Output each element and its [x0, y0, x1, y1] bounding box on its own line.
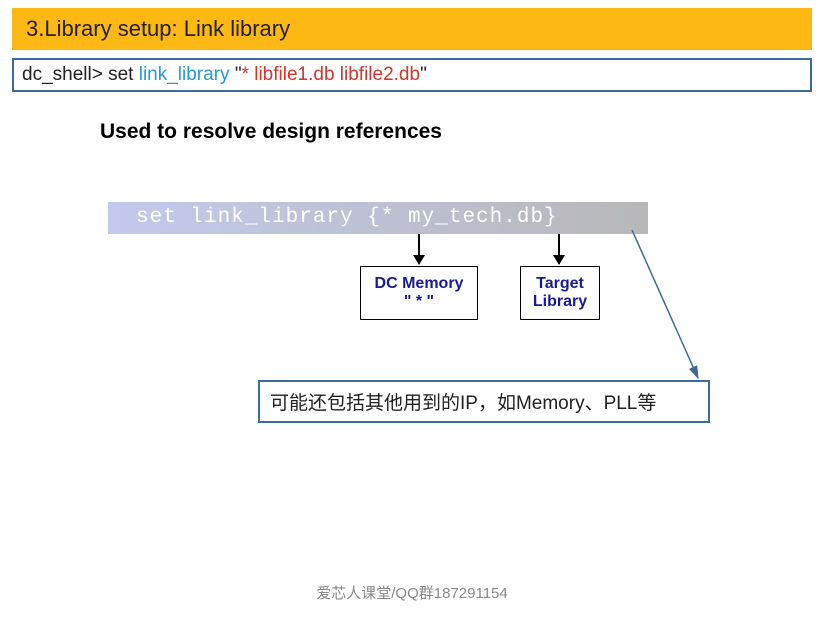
- subtitle: Used to resolve design references: [100, 120, 824, 144]
- cmd-var: link_library: [139, 64, 235, 85]
- dc-memory-box: DC Memory " * ": [360, 266, 478, 320]
- target-lib-line2: Library: [521, 293, 599, 311]
- target-lib-line1: Target: [521, 275, 599, 293]
- arrow-to-dc-memory: [418, 234, 420, 264]
- footer-text: 爱芯人课堂/QQ群187291154: [316, 585, 507, 602]
- dc-memory-line2: " * ": [361, 293, 477, 311]
- slide-title: 3.Library setup: Link library: [12, 8, 812, 50]
- open-quote: ": [235, 64, 242, 85]
- close-quote: ": [420, 64, 427, 85]
- arrow-to-target-lib: [558, 234, 560, 264]
- dc-memory-line1: DC Memory: [361, 275, 477, 293]
- code-box: dc_shell> set link_library "* libfile1.d…: [12, 58, 812, 92]
- shell-prompt: dc_shell>: [22, 64, 108, 85]
- footer: 爱芯人课堂/QQ群187291154: [0, 582, 824, 603]
- target-library-box: Target Library: [520, 266, 600, 320]
- note-box: 可能还包括其他用到的IP，如Memory、PLL等: [258, 380, 710, 423]
- diagram: set link_library {* my_tech.db} DC Memor…: [108, 202, 648, 234]
- diagram-code-bar: set link_library {* my_tech.db}: [108, 202, 648, 234]
- title-text: 3.Library setup: Link library: [26, 16, 290, 41]
- cmd-arg: * libfile1.db libfile2.db: [242, 64, 421, 85]
- note-text: 可能还包括其他用到的IP，如Memory、PLL等: [270, 393, 656, 414]
- cmd-set: set: [108, 64, 139, 85]
